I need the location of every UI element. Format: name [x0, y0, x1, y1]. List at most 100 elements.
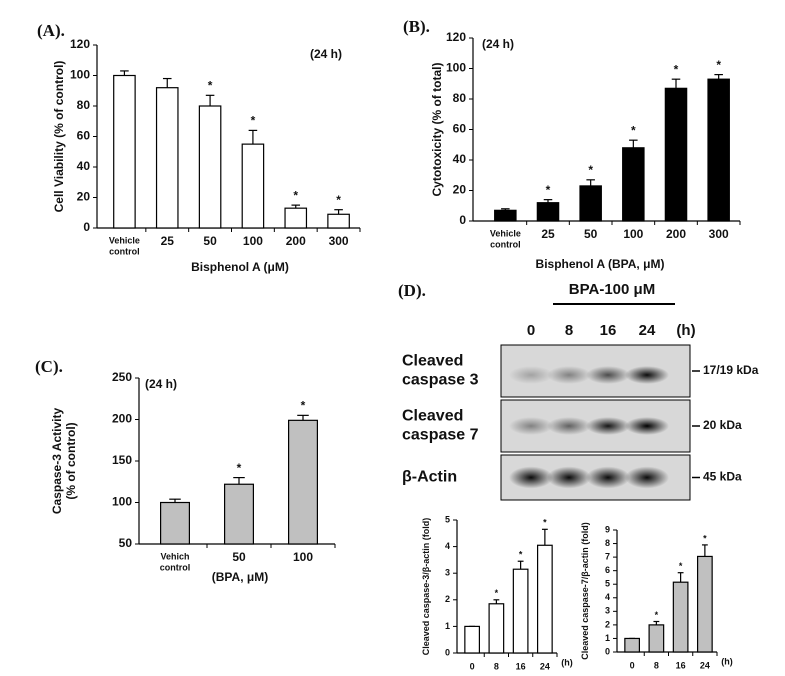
lane-label: 0: [527, 322, 535, 339]
bar: [536, 202, 560, 222]
treatment-label: BPA-100 μM: [569, 281, 655, 298]
x-tick-label: 50: [232, 550, 246, 564]
bar: [622, 147, 645, 222]
y-tick-label: 100: [70, 68, 90, 82]
annotation: (24 h): [310, 47, 342, 61]
annotation: (24 h): [482, 37, 514, 51]
significance-marker: *: [301, 399, 306, 413]
x-tick-label: 100: [243, 234, 263, 248]
y-tick-label: 2: [605, 619, 610, 629]
x-tick-label: 25: [161, 234, 175, 248]
y-axis-label: Caspase-3 Activity(% of control): [50, 408, 78, 515]
y-tick-label: 4: [445, 541, 450, 551]
text-line: Vehicle: [109, 236, 140, 246]
bar: [624, 637, 640, 653]
y-tick-label: 5: [605, 579, 610, 589]
y-tick-label: 8: [605, 538, 610, 548]
lane-label: 8: [565, 322, 573, 339]
x-tick-label: 16: [516, 661, 526, 671]
bar: [160, 501, 191, 545]
y-tick-label: 80: [77, 98, 91, 112]
bar: [327, 213, 350, 229]
y-tick-label: 40: [453, 152, 467, 166]
panel-label: (A).: [37, 21, 65, 40]
significance-marker: *: [543, 518, 547, 528]
blot-band: [586, 366, 630, 384]
x-axis-label: Bisphenol A (BPA, μM): [536, 257, 665, 271]
panel-label: (B).: [403, 17, 430, 36]
x-tick-label: 100: [293, 550, 313, 564]
y-tick-label: 0: [83, 220, 90, 234]
blot-band: [509, 466, 553, 489]
y-tick-label: 200: [112, 412, 132, 426]
significance-marker: *: [495, 588, 499, 598]
lane-label: 24: [639, 322, 656, 339]
y-axis-label: Cleaved caspase-7/β-actin (fold): [580, 522, 590, 660]
x-unit: (h): [721, 656, 733, 666]
bar: [648, 624, 665, 653]
x-tick-label: 50: [203, 234, 217, 248]
significance-marker: *: [703, 533, 707, 543]
y-tick-label: 9: [605, 524, 610, 534]
protein-label: β-Actin: [402, 469, 457, 486]
lane-label: 16: [600, 322, 617, 339]
significance-marker: *: [546, 183, 551, 197]
blot-band: [547, 366, 591, 384]
x-tick-label: 200: [286, 234, 306, 248]
x-tick-label: 25: [541, 227, 555, 241]
bar: [664, 87, 688, 222]
significance-marker: *: [237, 461, 242, 475]
y-tick-label: 0: [445, 647, 450, 657]
text-line: Cleaved: [402, 408, 463, 425]
significance-marker: *: [588, 163, 593, 177]
blot-band: [586, 417, 630, 435]
significance-marker: *: [519, 550, 523, 560]
x-axis-label: (BPA, μM): [212, 570, 268, 584]
y-tick-label: 6: [605, 565, 610, 575]
x-tick-label: 100: [623, 227, 643, 241]
bar: [512, 568, 529, 654]
y-tick-label: 100: [112, 495, 132, 509]
x-tick-label: 0: [470, 661, 475, 671]
size-label: 45 kDa: [703, 470, 742, 484]
x-tick-label: 16: [676, 660, 686, 670]
y-tick-label: 20: [453, 183, 467, 197]
y-tick-label: 50: [119, 536, 133, 550]
text-line: caspase 3: [402, 372, 479, 389]
y-tick-label: 40: [77, 159, 91, 173]
y-axis-label: Cytotoxicity (% of total): [430, 62, 444, 196]
y-tick-label: 3: [445, 568, 450, 578]
protein-label: Cleaved caspase 7: [402, 408, 479, 444]
significance-marker: *: [631, 123, 636, 137]
y-tick-label: 60: [77, 129, 91, 143]
x-tick-label: 50: [584, 227, 598, 241]
blot-band: [509, 366, 553, 384]
panel-label: (C).: [35, 357, 63, 376]
text-line: Cell Viability (% of control): [52, 61, 66, 213]
x-tick-label: 8: [494, 661, 499, 671]
text-line: β-Actin: [402, 469, 457, 486]
significance-marker: *: [674, 62, 679, 76]
blot-band: [586, 466, 630, 489]
y-axis-label: Cleaved caspase-3/β-actin (fold): [421, 518, 431, 656]
blot-band: [547, 417, 591, 435]
y-tick-label: 150: [112, 453, 132, 467]
y-tick-label: 20: [77, 190, 91, 204]
bar: [288, 419, 319, 545]
bar: [536, 544, 553, 654]
x-tick-label: 24: [700, 660, 710, 670]
text-line: Cytotoxicity (% of total): [430, 62, 444, 196]
x-tick-label: 8: [654, 660, 659, 670]
y-tick-label: 60: [453, 122, 467, 136]
blot-band: [509, 417, 553, 435]
y-tick-label: 5: [445, 514, 450, 524]
x-tick-label: 24: [540, 661, 550, 671]
bar: [155, 87, 179, 229]
bar: [224, 483, 255, 545]
y-tick-label: 3: [605, 606, 610, 616]
y-tick-label: 1: [605, 633, 610, 643]
bar: [113, 74, 136, 229]
text-line: control: [490, 240, 521, 250]
bar: [707, 78, 730, 222]
blot-band: [625, 466, 669, 489]
